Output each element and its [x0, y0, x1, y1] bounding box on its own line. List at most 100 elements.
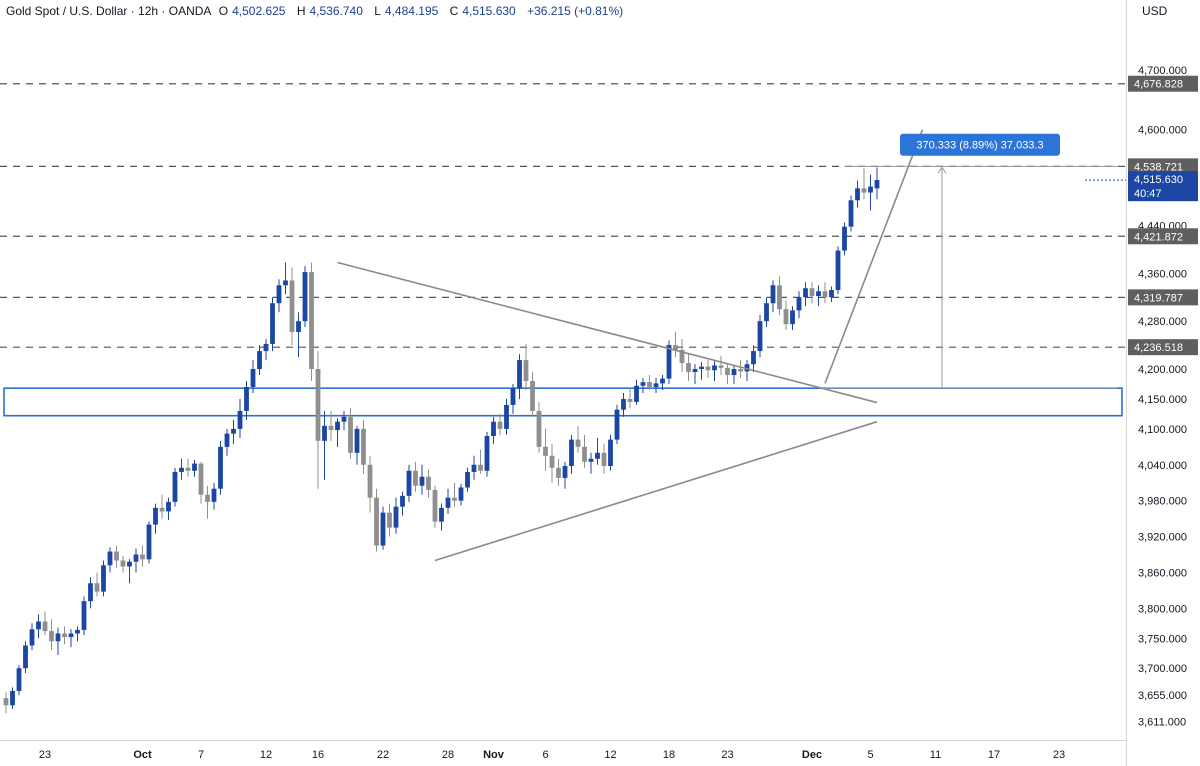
candle-body	[666, 345, 672, 379]
candle-body	[634, 385, 639, 402]
x-tick-label: 7	[198, 749, 204, 761]
candle-body	[62, 633, 67, 638]
candle-body	[205, 494, 210, 502]
candle-body	[315, 369, 321, 441]
y-tick-label: 4,150.000	[1138, 394, 1187, 406]
candle-body	[335, 421, 340, 431]
triangle-lower-line	[434, 420, 878, 562]
candle-body	[120, 560, 126, 567]
candle-body	[192, 463, 197, 471]
candle-body	[842, 226, 847, 251]
level-label-bg	[1128, 158, 1198, 175]
candle-body	[406, 470, 412, 496]
candle-body	[263, 343, 269, 352]
candle-body	[445, 497, 451, 508]
x-tick-label: 28	[442, 749, 454, 761]
candle-body	[380, 512, 386, 546]
candle-body	[751, 351, 756, 365]
candle-body	[803, 288, 808, 298]
candle-body	[276, 285, 282, 304]
candle-body	[218, 446, 223, 489]
candle-body	[55, 633, 61, 642]
x-tick-label: Oct	[133, 749, 152, 761]
candle-body	[569, 439, 574, 466]
candle-body	[198, 463, 204, 495]
candle-body	[543, 446, 548, 456]
candle-body	[10, 690, 15, 706]
candle-body	[608, 439, 613, 466]
candle-body	[640, 382, 646, 386]
candle-body	[549, 455, 555, 468]
level-label: 4,538.721	[1134, 161, 1183, 173]
candle-body	[478, 464, 483, 471]
candle-body	[829, 290, 834, 298]
low-value: 4,484.195	[384, 4, 439, 18]
y-tick-label: 4,040.000	[1138, 460, 1187, 472]
current-price-label-bg	[1128, 171, 1198, 202]
y-tick-label: 3,611.000	[1138, 716, 1186, 728]
measure-arrow-head	[937, 166, 947, 174]
candle-body	[42, 621, 48, 632]
candle-body	[224, 433, 230, 447]
candle-body	[322, 425, 327, 441]
grid	[0, 0, 1127, 766]
support-zone	[3, 387, 1123, 417]
change-value: +36.215 (+0.81%)	[527, 4, 624, 18]
candle-body	[432, 489, 438, 522]
candle-body	[367, 464, 373, 498]
candle-body	[647, 382, 652, 387]
candles-layer	[3, 167, 880, 714]
x-tick-label: 22	[377, 749, 389, 761]
countdown-label: 40:47	[1134, 188, 1162, 200]
level-label: 4,421.872	[1134, 231, 1183, 243]
candle-body	[497, 421, 503, 429]
candle-body	[562, 465, 568, 478]
candle-body	[439, 507, 444, 522]
x-tick-label: 11	[930, 749, 941, 761]
candle-body	[140, 554, 145, 560]
candle-body	[764, 303, 769, 322]
candle-body	[88, 583, 93, 602]
candle-body	[153, 507, 158, 525]
candle-body	[257, 351, 262, 370]
candle-body	[328, 425, 334, 431]
candle-body	[861, 188, 867, 193]
candle-body	[419, 476, 425, 486]
candle-body	[673, 345, 678, 350]
candle-body	[517, 360, 522, 389]
price-axis: 4,700.0004,600.0004,440.0004,360.0004,28…	[1138, 65, 1187, 729]
candle-body	[426, 476, 431, 490]
candle-body	[146, 524, 152, 560]
close-value: 4,515.630	[462, 4, 516, 18]
candle-body	[159, 507, 165, 512]
candle-body	[530, 381, 535, 411]
level-label: 4,676.828	[1134, 79, 1183, 91]
x-tick-label: 12	[604, 749, 616, 761]
time-axis: 23 Oct 7 12 16 22 28 Nov 6 12 18 23 Dec 5 11 17 23	[39, 749, 1065, 761]
candle-body	[81, 601, 87, 630]
candle-body	[712, 365, 717, 371]
y-tick-label: 3,860.000	[1138, 567, 1187, 579]
candle-body	[211, 488, 217, 502]
candle-body	[731, 369, 737, 376]
y-tick-label: 3,920.000	[1138, 532, 1187, 544]
candle-body	[770, 285, 776, 304]
candle-body	[244, 386, 249, 411]
candle-body	[75, 629, 80, 634]
x-tick-label: 23	[39, 749, 51, 761]
candle-body	[94, 583, 100, 592]
candle-body	[231, 428, 236, 434]
candle-body	[465, 471, 470, 488]
x-tick-label: 23	[721, 749, 733, 761]
candle-body	[491, 421, 496, 437]
drawings-layer: 370.333 (8.89%) 37,033.3	[337, 129, 1118, 562]
candle-body	[387, 512, 392, 528]
y-tick-label: 3,655.000	[1138, 690, 1187, 702]
candle-body	[68, 633, 74, 638]
candle-body	[692, 369, 698, 373]
candle-body	[458, 487, 464, 501]
candle-body	[270, 303, 275, 344]
